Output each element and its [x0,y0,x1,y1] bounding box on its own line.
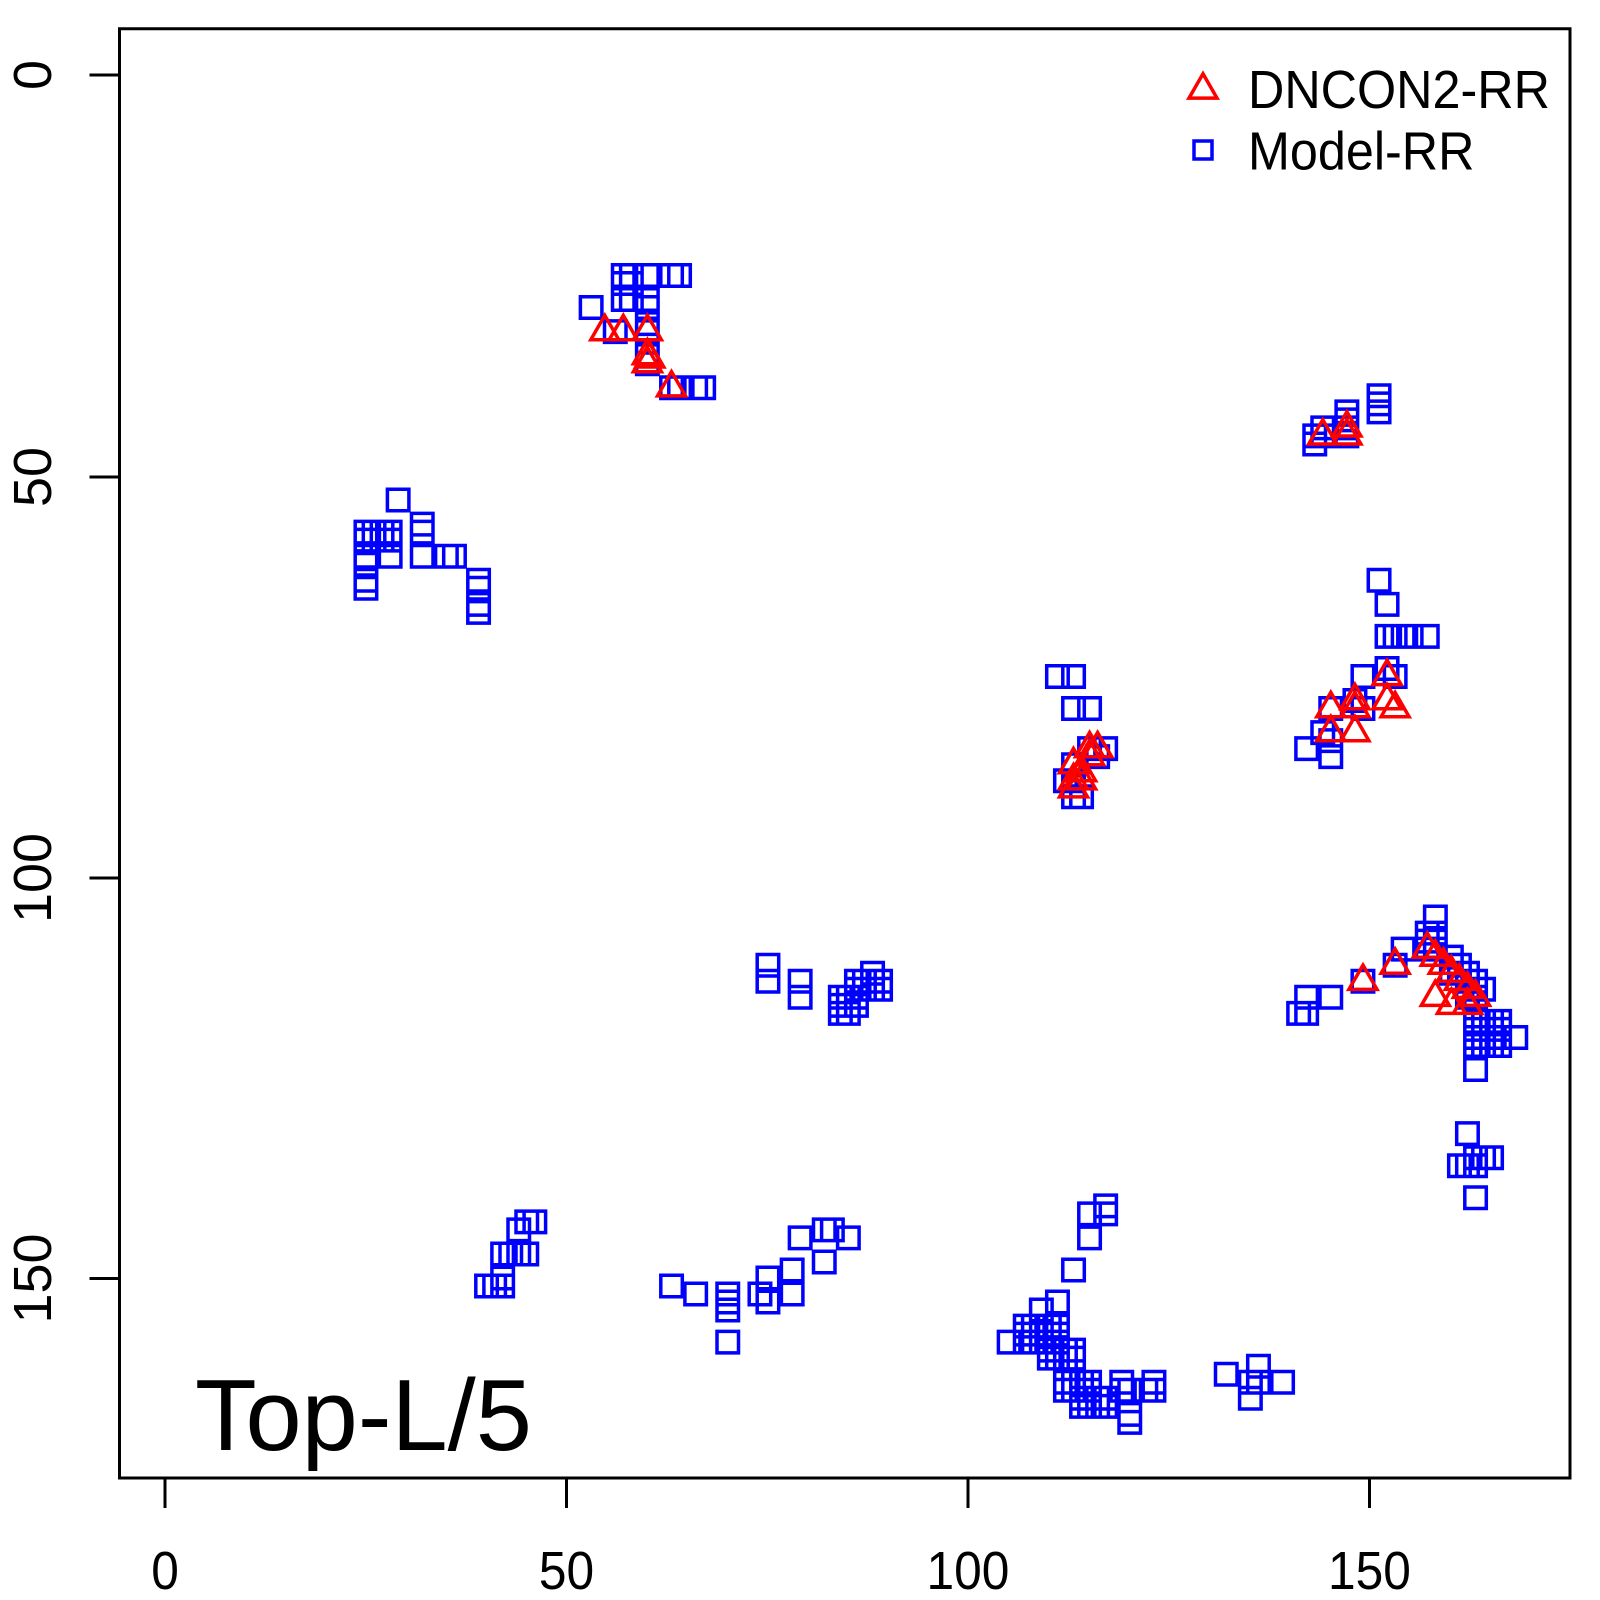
svg-text:0: 0 [3,60,63,90]
svg-text:100: 100 [3,833,63,923]
svg-text:150: 150 [3,1233,63,1323]
svg-text:Top-L/5: Top-L/5 [195,1360,532,1472]
svg-text:50: 50 [3,447,63,507]
svg-text:50: 50 [539,1540,594,1600]
svg-text:DNCON2-RR: DNCON2-RR [1248,60,1550,120]
svg-text:100: 100 [927,1540,1010,1600]
svg-text:150: 150 [1328,1540,1411,1600]
svg-text:0: 0 [151,1540,179,1600]
svg-text:Model-RR: Model-RR [1248,122,1474,182]
